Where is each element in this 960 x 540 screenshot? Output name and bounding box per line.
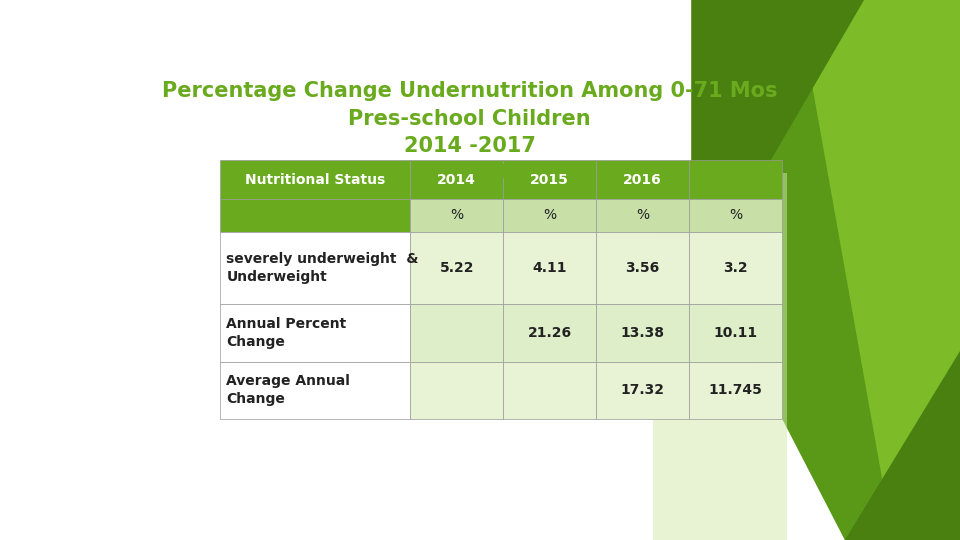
Text: 17.32: 17.32 <box>621 383 664 397</box>
Bar <box>410 160 503 199</box>
Text: 4.11: 4.11 <box>533 261 567 275</box>
Text: severely underweight  &
Underweight: severely underweight & Underweight <box>227 252 419 284</box>
Text: %: % <box>450 208 464 222</box>
Text: 21.26: 21.26 <box>528 326 572 340</box>
Bar <box>596 362 689 419</box>
Bar <box>221 160 410 199</box>
Text: 3.2: 3.2 <box>723 261 748 275</box>
Bar <box>596 199 689 232</box>
Bar <box>596 160 689 199</box>
Bar <box>503 160 596 199</box>
Bar <box>221 232 410 305</box>
Bar <box>689 305 782 362</box>
Text: 13.38: 13.38 <box>621 326 664 340</box>
Bar <box>221 305 410 362</box>
Bar <box>221 362 410 419</box>
Bar <box>596 305 689 362</box>
Text: 10.11: 10.11 <box>713 326 757 340</box>
Text: Nutritional Status: Nutritional Status <box>245 173 385 187</box>
Bar <box>410 362 503 419</box>
Text: 2014: 2014 <box>437 173 476 187</box>
Text: 3.56: 3.56 <box>626 261 660 275</box>
Bar <box>503 362 596 419</box>
Text: 11.745: 11.745 <box>708 383 762 397</box>
Bar <box>410 232 503 305</box>
Bar <box>503 199 596 232</box>
Bar <box>689 160 782 199</box>
Bar <box>410 199 503 232</box>
Bar <box>503 232 596 305</box>
Text: 2016: 2016 <box>623 173 662 187</box>
Bar <box>503 305 596 362</box>
Text: %: % <box>636 208 649 222</box>
Text: %: % <box>729 208 742 222</box>
Text: Average Annual
Change: Average Annual Change <box>227 374 350 406</box>
Bar <box>689 362 782 419</box>
Text: Annual Percent
Change: Annual Percent Change <box>227 317 347 349</box>
Text: 2015: 2015 <box>530 173 569 187</box>
Bar <box>689 232 782 305</box>
Text: 5.22: 5.22 <box>440 261 474 275</box>
Bar <box>221 199 410 232</box>
Bar <box>596 232 689 305</box>
Text: Percentage Change Undernutrition Among 0-71 Mos
Pres-school Children
2014 -2017
: Percentage Change Undernutrition Among 0… <box>162 82 778 183</box>
Bar <box>410 305 503 362</box>
Text: %: % <box>543 208 556 222</box>
Bar <box>689 199 782 232</box>
